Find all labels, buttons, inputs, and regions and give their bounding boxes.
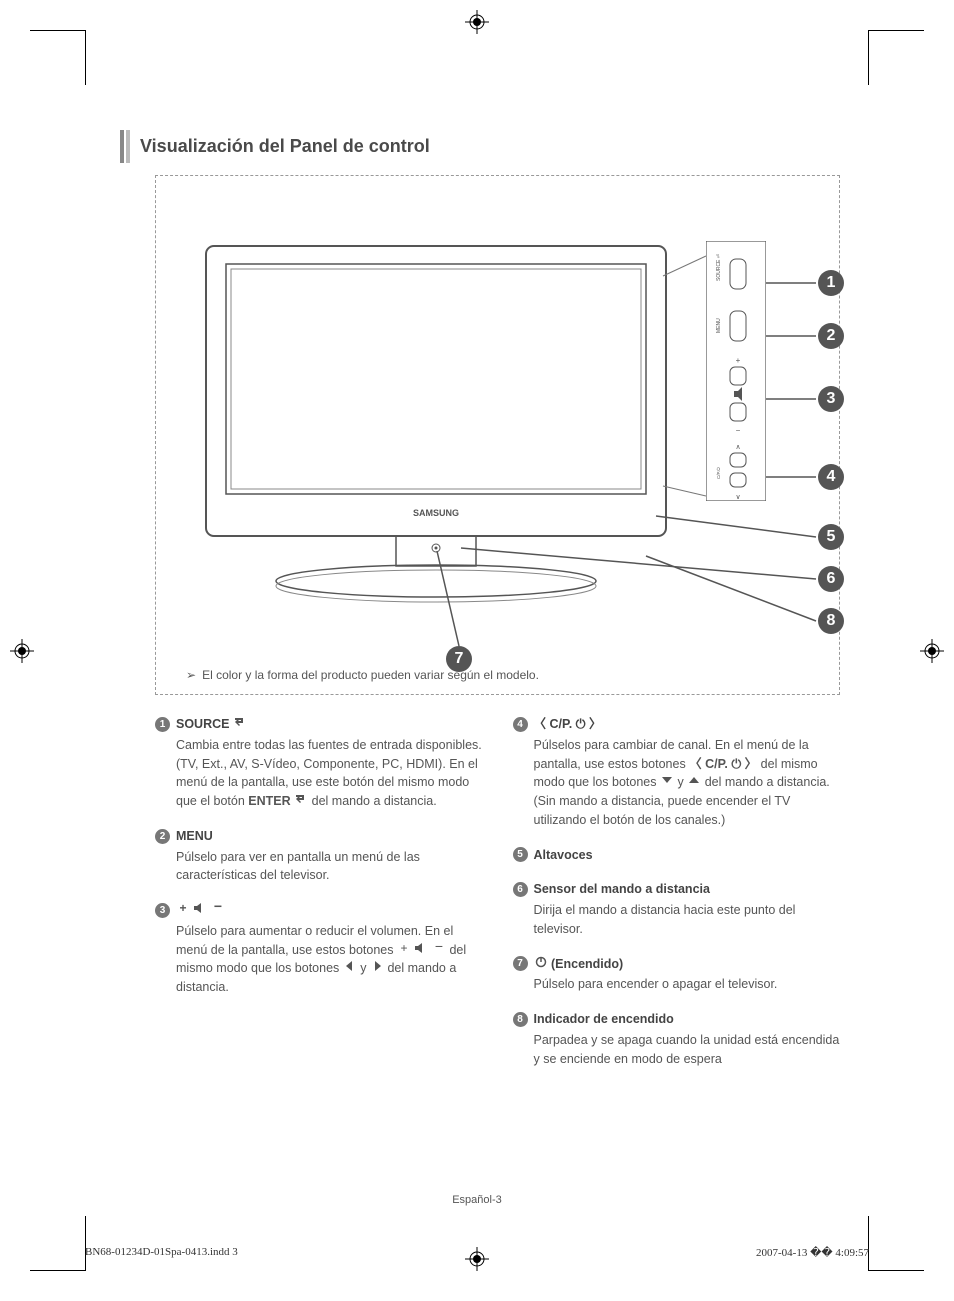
tri_left-icon [343, 960, 357, 972]
item-4: 4 〈 C/P. ⏻ 〉 Púlselos para cambiar de cana… [513, 715, 841, 830]
item-number: 3 [155, 903, 170, 918]
diagram-box: SAMSUNG SOURCE ⏎ MENU [155, 175, 840, 695]
crop-mark [85, 1216, 86, 1271]
item-1: 1 SOURCE Cambia entre todas las fuentes d… [155, 715, 483, 811]
tri_up-icon [687, 774, 701, 786]
plus-icon: + [176, 902, 190, 914]
tri_right-icon [370, 960, 384, 972]
heading-bar [120, 130, 124, 163]
diagram-note: El color y la forma del producto pueden … [202, 668, 539, 682]
callout-4: 4 [818, 464, 844, 490]
svg-text:+: + [179, 902, 186, 914]
item-number: 2 [155, 829, 170, 844]
registration-mark-icon [920, 639, 944, 663]
item-6: 6 Sensor del mando a distancia Dirija el m… [513, 880, 841, 938]
crop-mark [30, 1270, 85, 1271]
enter-icon [233, 716, 247, 728]
plus-icon: + [397, 942, 411, 954]
note-arrow-icon: ➢ [186, 668, 196, 682]
item-body: Púlselos para cambiar de canal. En el me… [534, 736, 841, 830]
description-columns: 1 SOURCE Cambia entre todas las fuentes d… [155, 715, 840, 1084]
registration-mark-icon [10, 639, 34, 663]
callout-1: 1 [818, 270, 844, 296]
item-title: + − [176, 901, 225, 920]
callout-2: 2 [818, 323, 844, 349]
item-number: 7 [513, 956, 528, 971]
item-number: 4 [513, 717, 528, 732]
callout-8: 8 [818, 608, 844, 634]
item-title: Indicador de encendido [534, 1010, 674, 1029]
section-title: Visualización del Panel de control [140, 130, 430, 163]
item-5: 5 Altavoces [513, 846, 841, 865]
heading-bar [126, 130, 130, 163]
item-title: Altavoces [534, 846, 593, 865]
item-3: 3 + − Púlselo para aumentar o reducir el … [155, 901, 483, 997]
item-number: 6 [513, 882, 528, 897]
item-body: Púlselo para ver en pantalla un menú de … [176, 848, 483, 886]
item-8: 8 Indicador de encendido Parpadea y se apa… [513, 1010, 841, 1068]
crop-mark [868, 1216, 869, 1271]
section-heading: Visualización del Panel de control [120, 130, 840, 163]
item-title: 〈 C/P. ⏻ 〉 [534, 715, 602, 734]
registration-mark-icon [465, 10, 489, 34]
crop-mark [869, 1270, 924, 1271]
minus-icon: − [211, 902, 225, 914]
print-footer-file: BN68-01234D-01Spa-0413.indd 3 [85, 1246, 238, 1259]
item-title: MENU [176, 827, 213, 846]
callout-5: 5 [818, 524, 844, 550]
item-body: Púlselo para aumentar o reducir el volum… [176, 922, 483, 997]
svg-text:−: − [214, 902, 222, 914]
item-body: Púlselo para encender o apagar el televi… [534, 975, 841, 994]
item-2: 2 MENU Púlselo para ver en pantalla un men… [155, 827, 483, 885]
enter-icon [294, 793, 308, 805]
tri_down-icon [660, 774, 674, 786]
svg-text:+: + [400, 942, 407, 954]
item-number: 8 [513, 1012, 528, 1027]
callout-3: 3 [818, 386, 844, 412]
callout-lines [176, 206, 856, 676]
page-content: Visualización del Panel de control SAMSU… [120, 130, 840, 1084]
page-number: Español-3 [0, 1194, 954, 1206]
crop-mark [869, 30, 924, 31]
crop-mark [30, 30, 85, 31]
item-7: 7 (Encendido)Púlselo para encender o apa… [513, 955, 841, 995]
power-icon [534, 956, 548, 968]
callout-6: 6 [818, 566, 844, 592]
item-body: Dirija el mando a distancia hacia este p… [534, 901, 841, 939]
item-title: SOURCE [176, 715, 247, 734]
crop-mark [868, 30, 869, 85]
item-title: Sensor del mando a distancia [534, 880, 710, 899]
item-number: 1 [155, 717, 170, 732]
svg-text:−: − [435, 942, 443, 954]
item-body: Parpadea y se apaga cuando la unidad est… [534, 1031, 841, 1069]
item-body: Cambia entre todas las fuentes de entrad… [176, 736, 483, 811]
item-title: (Encendido) [534, 955, 624, 974]
print-footer: BN68-01234D-01Spa-0413.indd 3 2007-04-13… [85, 1246, 869, 1259]
volume-icon [414, 942, 428, 954]
print-footer-timestamp: 2007-04-13 �� 4:09:57 [756, 1246, 869, 1259]
item-number: 5 [513, 847, 528, 862]
crop-mark [85, 30, 86, 85]
volume-icon [193, 902, 207, 914]
minus-icon: − [432, 942, 446, 954]
